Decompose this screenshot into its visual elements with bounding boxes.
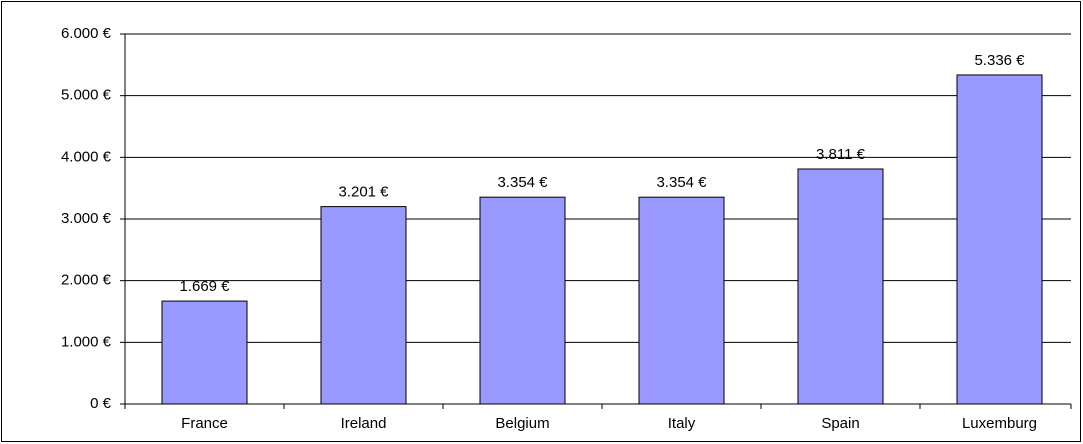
y-tick-label: 6.000 € <box>61 25 112 42</box>
x-tick-label: Ireland <box>341 415 387 432</box>
x-tick-label: Belgium <box>495 415 549 432</box>
value-label: 3.354 € <box>656 174 707 191</box>
value-label: 3.201 € <box>338 184 389 201</box>
bar <box>797 168 884 405</box>
y-tick-label: 3.000 € <box>61 210 112 227</box>
bar <box>638 196 725 405</box>
x-tick-label: Italy <box>668 415 696 432</box>
y-tick-label: 1.000 € <box>61 333 112 350</box>
value-label: 3.354 € <box>497 174 548 191</box>
value-label: 5.336 € <box>974 52 1025 69</box>
x-tick-label: France <box>181 415 228 432</box>
bar <box>161 300 248 405</box>
value-label: 3.811 € <box>816 146 866 163</box>
x-tick-label: Luxemburg <box>962 415 1037 432</box>
x-tick-label: Spain <box>821 415 859 432</box>
y-tick-label: 4.000 € <box>61 148 112 165</box>
value-label: 1.669 € <box>179 278 230 295</box>
y-tick-label: 5.000 € <box>61 87 112 104</box>
bar <box>320 206 407 405</box>
y-tick-label: 0 € <box>90 395 112 412</box>
y-tick-label: 2.000 € <box>61 272 112 289</box>
bar <box>956 74 1043 405</box>
bar <box>479 196 566 405</box>
